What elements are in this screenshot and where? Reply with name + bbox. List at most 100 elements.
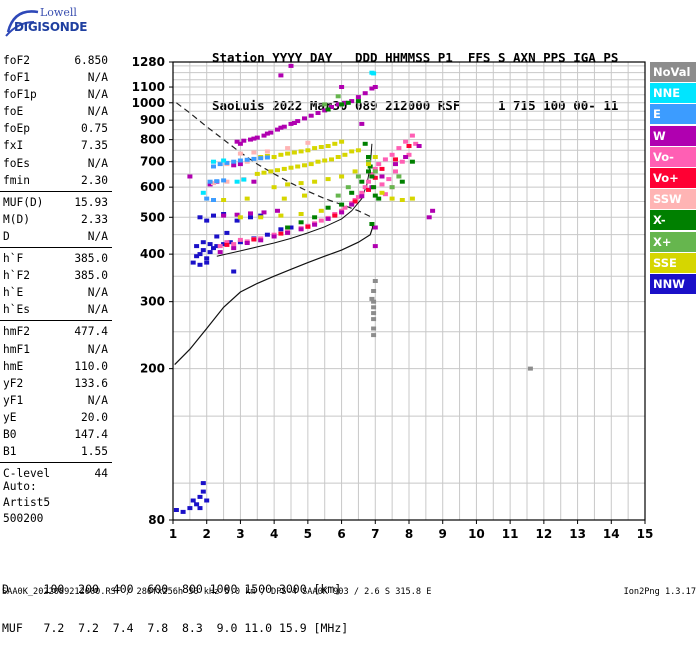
param-value: N/A bbox=[87, 105, 108, 119]
echo-point bbox=[278, 125, 284, 130]
param-name: foF1p bbox=[3, 88, 37, 102]
param-name: hmE bbox=[3, 359, 24, 373]
echo-point bbox=[288, 165, 294, 170]
echo-point bbox=[355, 99, 361, 104]
echo-point bbox=[285, 225, 291, 230]
echo-point bbox=[376, 162, 382, 167]
echo-point bbox=[403, 155, 409, 159]
param-name: yF1 bbox=[3, 393, 24, 407]
param-name: h`F bbox=[3, 252, 24, 266]
echo-point bbox=[372, 166, 378, 171]
echo-point bbox=[244, 157, 250, 162]
echo-point bbox=[298, 220, 304, 225]
echo-point bbox=[278, 152, 284, 157]
echo-point bbox=[359, 194, 365, 199]
echo-point bbox=[207, 179, 213, 184]
echo-point bbox=[214, 244, 220, 249]
param-row: foEp 0.75 bbox=[0, 120, 112, 137]
chart-points bbox=[173, 63, 533, 514]
echo-point bbox=[305, 148, 311, 153]
param-row: D N/A bbox=[0, 228, 112, 245]
x-tick-label: 12 bbox=[536, 527, 553, 541]
echo-point bbox=[187, 174, 193, 179]
scaled-parameters-panel: foF2 6.850 foF1 N/A foF1p N/A foE N/A foEp 0.75 fx… bbox=[0, 52, 112, 482]
param-name: C-level bbox=[3, 467, 51, 481]
echo-point bbox=[254, 171, 260, 176]
echo-point bbox=[413, 141, 419, 146]
legend-item: Vo+ bbox=[650, 167, 696, 188]
echo-point bbox=[389, 185, 395, 190]
echo-point bbox=[264, 131, 270, 136]
echo-point bbox=[288, 121, 294, 126]
echo-point bbox=[211, 213, 216, 218]
echo-point bbox=[204, 196, 210, 201]
echo-point bbox=[217, 162, 223, 167]
echo-point bbox=[335, 193, 341, 198]
station-header: Station YYYY DAY DDD HHMMSS P1 FFS S AXN… bbox=[212, 18, 618, 130]
echo-point bbox=[367, 164, 373, 169]
echo-point bbox=[379, 174, 385, 179]
echo-point bbox=[332, 213, 338, 218]
echo-point bbox=[312, 222, 318, 227]
y-tick-label: 800 bbox=[140, 133, 165, 147]
echo-point bbox=[396, 146, 402, 151]
x-tick-label: 1 bbox=[169, 527, 177, 541]
param-row: MUF(D) 15.93 bbox=[0, 194, 112, 211]
echo-point bbox=[430, 208, 436, 213]
legend-item: X+ bbox=[650, 231, 696, 252]
echo-point bbox=[234, 139, 240, 144]
auto-code: 500200 bbox=[3, 512, 44, 525]
echo-point bbox=[359, 179, 365, 184]
param-name: h`E bbox=[3, 286, 24, 300]
echo-point bbox=[237, 240, 243, 245]
echo-point bbox=[322, 102, 328, 107]
param-row: foF1p N/A bbox=[0, 86, 112, 103]
param-separator bbox=[0, 320, 112, 322]
logo-swoosh-icon bbox=[5, 10, 39, 37]
x-tick-label: 13 bbox=[569, 527, 586, 541]
echo-point bbox=[281, 166, 287, 171]
ionogram-chart: 1 2 3 4 5 6 7 8 9 10 11 12 13 14 158020030040050060070… bbox=[132, 55, 654, 541]
echo-point bbox=[275, 168, 280, 173]
echo-point bbox=[426, 215, 432, 220]
echo-point bbox=[369, 296, 375, 301]
legend-item: Vo- bbox=[650, 146, 696, 167]
param-row: foE N/A bbox=[0, 103, 112, 120]
echo-point bbox=[275, 127, 280, 132]
echo-point bbox=[261, 210, 267, 215]
echo-point bbox=[258, 238, 264, 243]
param-row: C-level 44 bbox=[0, 465, 112, 482]
echo-point bbox=[231, 159, 237, 164]
echo-point bbox=[200, 240, 206, 245]
echo-point bbox=[308, 113, 314, 118]
echo-point bbox=[278, 227, 284, 232]
echo-point bbox=[237, 141, 243, 146]
echo-point bbox=[248, 211, 253, 216]
echo-point bbox=[372, 85, 378, 89]
param-name: foEs bbox=[3, 156, 30, 170]
echo-point bbox=[379, 182, 385, 187]
muf-row: MUF 7.2 7.2 7.4 7.8 8.3 9.0 11.0 15.9 [M… bbox=[2, 621, 349, 635]
echo-point bbox=[315, 111, 321, 115]
echo-point bbox=[211, 246, 216, 251]
echo-point bbox=[291, 150, 297, 155]
echo-point bbox=[224, 240, 230, 245]
echo-point bbox=[372, 155, 378, 159]
x-tick-label: 3 bbox=[236, 527, 244, 541]
param-name: h`Es bbox=[3, 303, 30, 317]
legend-item: NNW bbox=[650, 273, 696, 294]
x-tick-label: 7 bbox=[371, 527, 379, 541]
legend-item: SSE bbox=[650, 252, 696, 273]
echo-point bbox=[342, 152, 348, 157]
legend-item: E bbox=[650, 104, 696, 125]
echo-point bbox=[366, 159, 371, 164]
echo-point bbox=[258, 156, 264, 161]
echo-point bbox=[207, 182, 213, 187]
param-row: hmE 110.0 bbox=[0, 358, 112, 375]
echo-point bbox=[352, 199, 358, 204]
param-name: MUF(D) bbox=[3, 195, 44, 209]
echo-point bbox=[352, 169, 358, 174]
echo-point bbox=[399, 159, 405, 164]
virtual-height-trace bbox=[216, 143, 373, 257]
echo-point bbox=[204, 256, 210, 261]
